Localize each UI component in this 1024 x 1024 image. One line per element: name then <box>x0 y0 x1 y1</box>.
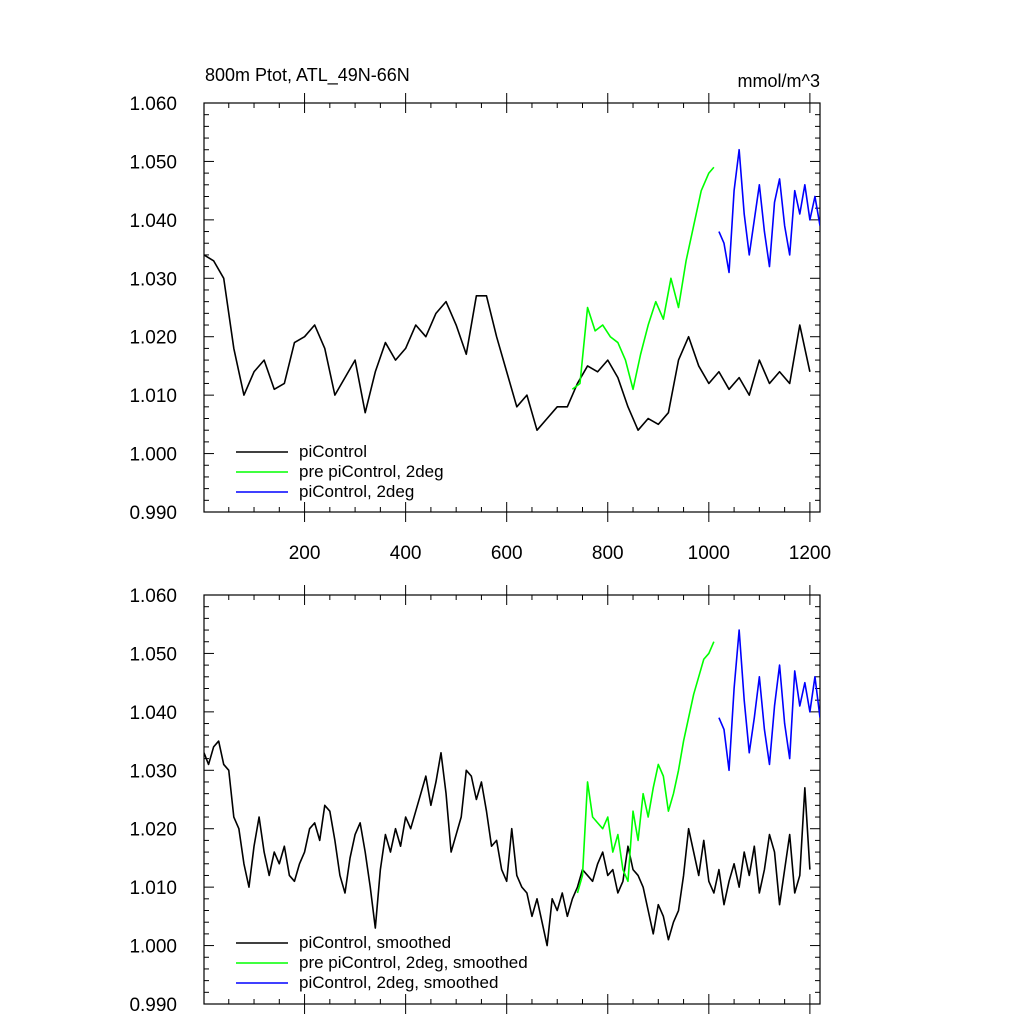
x-tick-label: 200 <box>289 543 321 564</box>
y-tick-label: 1.040 <box>129 211 177 232</box>
legend-label: pre piControl, 2deg <box>299 462 444 481</box>
panel-2: 0.990 1.000 1.010 1.020 1.030 1.040 1.050 1.060… <box>129 585 821 1016</box>
y-tick-label: 1.010 <box>129 386 177 407</box>
x-tick-label: 1200 <box>789 543 831 564</box>
y-tick-label: 0.990 <box>129 503 177 524</box>
series-line-3 <box>718 148 820 274</box>
series-line-2 <box>576 641 715 894</box>
panel-1: 0.990 1.000 1.010 1.020 1.030 1.040 1.050 1.060… <box>129 93 831 564</box>
series-line-1 <box>204 740 811 947</box>
y-tick-label: 1.020 <box>129 820 177 841</box>
chart-title: 800m Ptot, ATL_49N-66N <box>205 65 410 86</box>
legend-label: piControl, 2deg <box>299 482 414 501</box>
plot-frame <box>203 102 821 513</box>
y-tick-label: 1.030 <box>129 269 177 290</box>
legend-label: piControl <box>299 442 367 461</box>
y-tick-label: 1.060 <box>129 586 177 607</box>
legend-label: pre piControl, 2deg, smoothed <box>299 953 528 972</box>
y-tick-label: 1.030 <box>129 761 177 782</box>
series-line-3 <box>718 629 820 772</box>
series-line-1 <box>204 254 811 431</box>
y-tick-label: 1.000 <box>129 445 177 466</box>
x-tick-label: 1000 <box>688 543 730 564</box>
y-tick-label: 1.000 <box>129 937 177 958</box>
x-tick-label: 400 <box>390 543 422 564</box>
legend-label: piControl, smoothed <box>299 933 451 952</box>
plot-frame <box>203 594 821 1005</box>
y-tick-label: 1.010 <box>129 878 177 899</box>
y-tick-label: 1.040 <box>129 703 177 724</box>
y-tick-label: 0.990 <box>129 995 177 1016</box>
x-tick-label: 800 <box>592 543 624 564</box>
series-line-2 <box>571 166 715 391</box>
chart-units: mmol/m^3 <box>738 71 820 91</box>
legend-label: piControl, 2deg, smoothed <box>299 973 498 992</box>
y-tick-label: 1.050 <box>129 152 177 173</box>
y-tick-label: 1.060 <box>129 94 177 115</box>
y-tick-label: 1.020 <box>129 328 177 349</box>
y-tick-label: 1.050 <box>129 644 177 665</box>
x-tick-label: 600 <box>491 543 523 564</box>
